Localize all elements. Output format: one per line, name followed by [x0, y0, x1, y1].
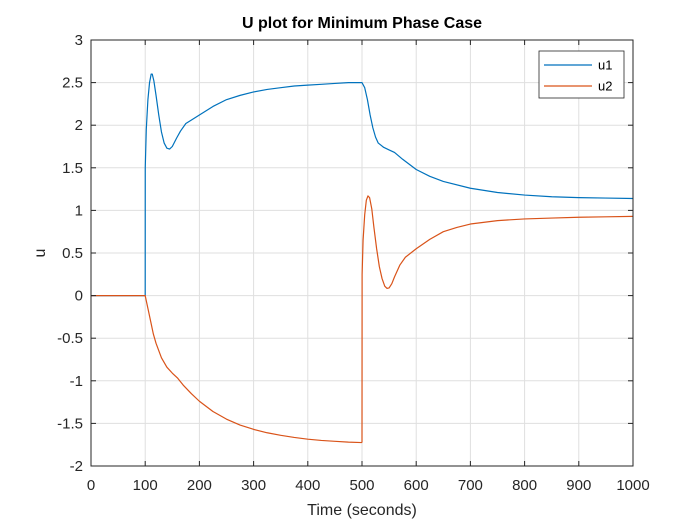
- x-tick-label: 800: [512, 477, 537, 494]
- x-tick-label: 0: [87, 477, 95, 494]
- y-tick-label: 2.5: [62, 75, 83, 92]
- y-tick-label: 1: [75, 202, 83, 219]
- series-line-u2: [91, 195, 634, 444]
- y-tick-label: -1.5: [57, 415, 83, 432]
- x-tick-label: 100: [133, 477, 158, 494]
- y-tick-label: -1: [70, 373, 83, 390]
- series-line-u1: [91, 73, 634, 297]
- tick-marks: [90, 39, 634, 467]
- legend-box: [538, 50, 625, 99]
- legend-label-u1: u1: [598, 58, 612, 73]
- x-axis-label: Time (seconds): [307, 502, 417, 519]
- y-tick-label: 0.5: [62, 245, 83, 262]
- x-tick-labels: 0 100 200 300 400 500 600 700 800 900 1000: [87, 477, 650, 494]
- x-tick-label: 200: [187, 477, 212, 494]
- x-tick-label: 900: [566, 477, 591, 494]
- y-tick-label: 1.5: [62, 160, 83, 177]
- y-tick-label: -2: [70, 458, 83, 475]
- x-tick-label: 1000: [616, 477, 649, 494]
- legend-label-u2: u2: [598, 79, 612, 94]
- x-tick-label: 300: [241, 477, 266, 494]
- legend: u1 u2: [538, 50, 625, 99]
- y-tick-label: 3: [75, 32, 83, 49]
- x-tick-label: 600: [404, 477, 429, 494]
- y-tick-label: -0.5: [57, 330, 83, 347]
- x-tick-label: 500: [349, 477, 374, 494]
- chart-title: U plot for Minimum Phase Case: [242, 15, 482, 32]
- x-tick-label: 400: [295, 477, 320, 494]
- y-tick-labels: -2 -1.5 -1 -0.5 0 0.5 1 1.5 2 2.5 3: [57, 32, 83, 475]
- series-lines: [91, 73, 634, 444]
- y-tick-label: 2: [75, 117, 83, 134]
- x-tick-label: 700: [458, 477, 483, 494]
- y-axis-label: u: [32, 249, 49, 258]
- y-tick-label: 0: [75, 288, 83, 305]
